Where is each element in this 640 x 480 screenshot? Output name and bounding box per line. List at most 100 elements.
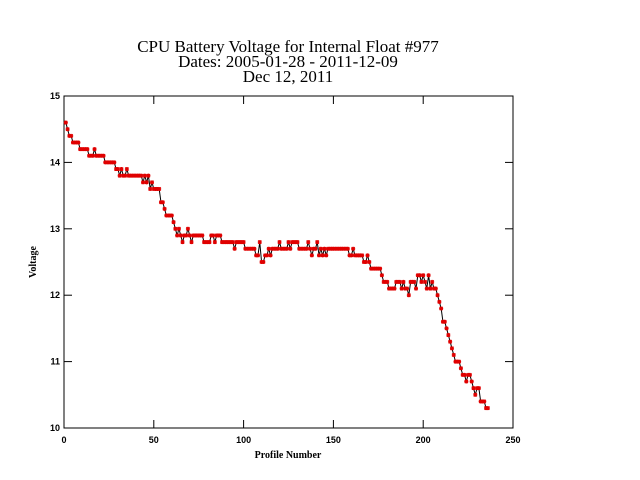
data-point [442, 319, 447, 324]
data-point [399, 286, 404, 291]
data-point [315, 240, 320, 245]
data-point [378, 266, 383, 271]
data-point [176, 226, 181, 231]
data-point [85, 147, 90, 152]
data-point [417, 273, 422, 278]
chart-title: CPU Battery Voltage for Internal Float #… [137, 37, 439, 56]
data-point [101, 153, 106, 158]
data-point [212, 240, 217, 245]
data-point [252, 246, 257, 251]
data-point [462, 372, 467, 377]
data-point [446, 333, 451, 338]
data-point [115, 167, 120, 172]
data-point [365, 253, 370, 258]
data-point [469, 379, 474, 384]
data-point [322, 246, 327, 251]
data-point [317, 253, 322, 258]
data-point [185, 226, 190, 231]
data-point [485, 406, 490, 411]
data-point [255, 253, 260, 258]
data-point [309, 253, 314, 258]
y-tick-label: 15 [50, 91, 60, 101]
data-point [385, 279, 390, 284]
data-point [69, 133, 74, 138]
data-point [200, 233, 205, 238]
x-tick-label: 250 [505, 435, 520, 445]
data-point [444, 326, 449, 331]
data-point [149, 180, 155, 185]
data-point [207, 240, 212, 245]
data-point [318, 246, 323, 251]
plot-frame [63, 95, 514, 429]
data-point [413, 286, 419, 291]
y-tick-label: 13 [50, 224, 60, 234]
x-tick-label: 100 [236, 435, 251, 445]
data-point [218, 233, 223, 238]
chart-date: Dec 12, 2011 [243, 67, 334, 86]
data-point [424, 286, 429, 291]
data-point [119, 167, 124, 172]
data-point [437, 299, 442, 304]
data-point [320, 253, 325, 258]
data-point [140, 180, 146, 185]
y-tick-label: 12 [50, 290, 60, 300]
data-point [288, 246, 293, 251]
data-point [471, 386, 476, 391]
data-point [266, 246, 271, 251]
data-point [92, 147, 97, 152]
data-point [435, 293, 440, 298]
data-point [268, 253, 273, 258]
data-point [189, 240, 194, 245]
x-tick-label: 200 [416, 435, 431, 445]
data-point [123, 173, 128, 178]
x-axis-label: Profile Number [255, 450, 322, 461]
data-point [304, 246, 309, 251]
data-point [405, 286, 410, 291]
data-point [277, 240, 282, 245]
data-point [184, 233, 189, 238]
y-tick-label: 14 [50, 157, 60, 167]
chart-subtitle: Dates: 2005-01-28 - 2011-12-09 [178, 52, 398, 71]
data-point [124, 167, 129, 172]
data-point [363, 259, 368, 265]
data-point [449, 346, 454, 351]
data-point [367, 259, 372, 265]
data-point [275, 246, 280, 251]
data-point [157, 186, 162, 191]
data-point [421, 273, 426, 278]
data-point [313, 246, 318, 251]
data-point [324, 253, 329, 258]
data-point [160, 200, 165, 205]
data-point [345, 246, 350, 251]
data-point [211, 233, 216, 238]
data-point [230, 240, 235, 245]
data-point [117, 173, 122, 178]
data-point [295, 240, 300, 245]
data-point [286, 240, 291, 245]
data-point [412, 279, 417, 284]
data-point [422, 279, 428, 284]
data-point [63, 120, 68, 125]
data-point [232, 246, 237, 251]
data-point [457, 359, 462, 364]
data-point [349, 253, 354, 258]
data-point [112, 160, 117, 165]
data-point [308, 246, 313, 251]
data-point [458, 366, 463, 371]
data-point [473, 392, 478, 397]
data-point [401, 279, 406, 284]
data-point [467, 372, 472, 377]
data-point [419, 279, 424, 284]
data-point [448, 339, 453, 344]
data-point [90, 153, 95, 158]
data-point [261, 259, 266, 265]
data-point [264, 253, 269, 258]
data-point [451, 352, 456, 357]
data-point [476, 386, 481, 391]
y-axis-label: Voltage [28, 246, 39, 278]
y-tick-label: 11 [50, 357, 60, 367]
data-point [76, 140, 81, 145]
data-point [171, 220, 176, 225]
